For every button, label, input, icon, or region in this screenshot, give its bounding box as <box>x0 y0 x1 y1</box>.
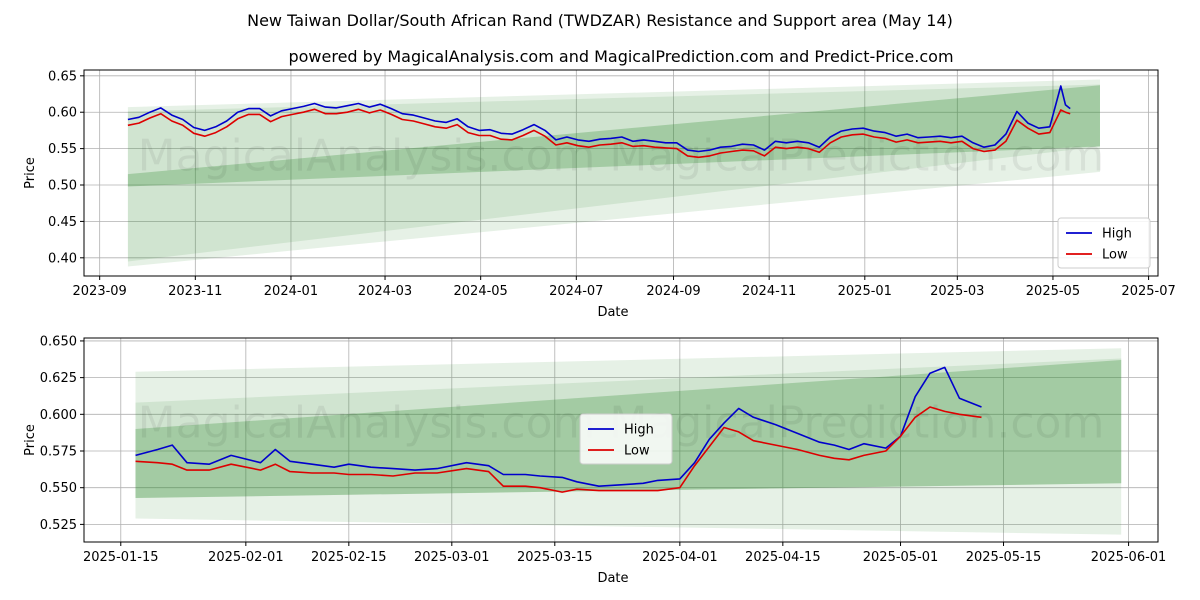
chart-title: New Taiwan Dollar/South African Rand (TW… <box>247 11 953 30</box>
y-tick-label: 0.600 <box>40 408 77 423</box>
y-tick-label: 0.50 <box>48 179 77 194</box>
y-tick-label: 0.575 <box>40 445 77 460</box>
x-tick-label: 2025-04-01 <box>642 550 718 565</box>
grid-lines <box>84 70 1158 276</box>
x-tick-label: 2025-07 <box>1121 284 1175 299</box>
x-tick-label: 2025-03 <box>930 284 984 299</box>
x-tick-label: 2024-03 <box>358 284 412 299</box>
legend-label-high: High <box>1102 227 1132 242</box>
chart-panel-recent: MagicalAnalysis.com MagicalPrediction.co… <box>23 334 1166 586</box>
x-tick-label: 2024-09 <box>646 284 700 299</box>
x-tick-label: 2025-05-15 <box>966 550 1042 565</box>
x-tick-label: 2025-04-15 <box>745 550 821 565</box>
plot-frame <box>83 337 1159 543</box>
x-tick-label: 2025-02-01 <box>208 550 284 565</box>
series-line-low <box>127 108 1071 159</box>
legend-box <box>579 413 673 465</box>
plot-frame <box>83 69 1159 277</box>
x-tick-label: 2024-07 <box>549 284 603 299</box>
y-tick-label: 0.650 <box>40 334 77 349</box>
x-tick-label: 2024-11 <box>742 284 796 299</box>
y-tick-label: 0.45 <box>48 215 77 230</box>
x-tick-label: 2025-01 <box>838 284 892 299</box>
y-tick-label: 0.40 <box>48 251 77 266</box>
x-tick-label: 2025-03-15 <box>517 550 593 565</box>
y-tick-label: 0.60 <box>48 106 77 121</box>
x-tick-label: 2023-09 <box>73 284 127 299</box>
y-tick-label: 0.625 <box>40 371 77 386</box>
legend: High Low <box>1057 217 1151 269</box>
legend-label-high: High <box>624 423 654 438</box>
x-tick-label: 2025-03-01 <box>414 550 490 565</box>
chart-panel-full-range: MagicalAnalysis.com MagicalPrediction.co… <box>23 69 1176 320</box>
x-tick-label: 2025-05 <box>1026 284 1080 299</box>
series-line-high <box>127 85 1071 153</box>
x-tick-label: 2024-01 <box>264 284 318 299</box>
y-tick-label: 0.65 <box>48 69 77 84</box>
series-lines <box>127 85 1071 159</box>
y-tick-label: 0.525 <box>40 518 77 533</box>
x-axis-label: Date <box>597 571 628 586</box>
x-tick-label: 2025-05-01 <box>863 550 939 565</box>
series-line-high <box>135 366 982 487</box>
series-lines <box>135 366 982 493</box>
legend-label-low: Low <box>624 444 650 459</box>
y-tick-label: 0.550 <box>40 481 77 496</box>
series-line-low <box>135 406 982 493</box>
x-tick-label: 2025-06-01 <box>1091 550 1167 565</box>
x-tick-label: 2025-01-15 <box>83 550 159 565</box>
band-area-1 <box>127 79 1100 267</box>
legend-label-low: Low <box>1102 248 1128 263</box>
y-axis-label: Price <box>23 157 38 189</box>
chart-subtitle: powered by MagicalAnalysis.com and Magic… <box>288 47 953 66</box>
x-tick-label: 2023-11 <box>168 284 222 299</box>
y-axis-label: Price <box>23 424 38 456</box>
x-tick-label: 2024-05 <box>454 284 508 299</box>
band-area-3 <box>127 85 1100 187</box>
legend-box <box>1057 217 1151 269</box>
x-axis-label: Date <box>597 305 628 320</box>
y-tick-label: 0.55 <box>48 142 77 157</box>
x-tick-label: 2025-02-15 <box>311 550 387 565</box>
legend: High Low <box>579 413 673 465</box>
watermark-text: MagicalAnalysis.com MagicalPrediction.co… <box>138 131 1105 182</box>
